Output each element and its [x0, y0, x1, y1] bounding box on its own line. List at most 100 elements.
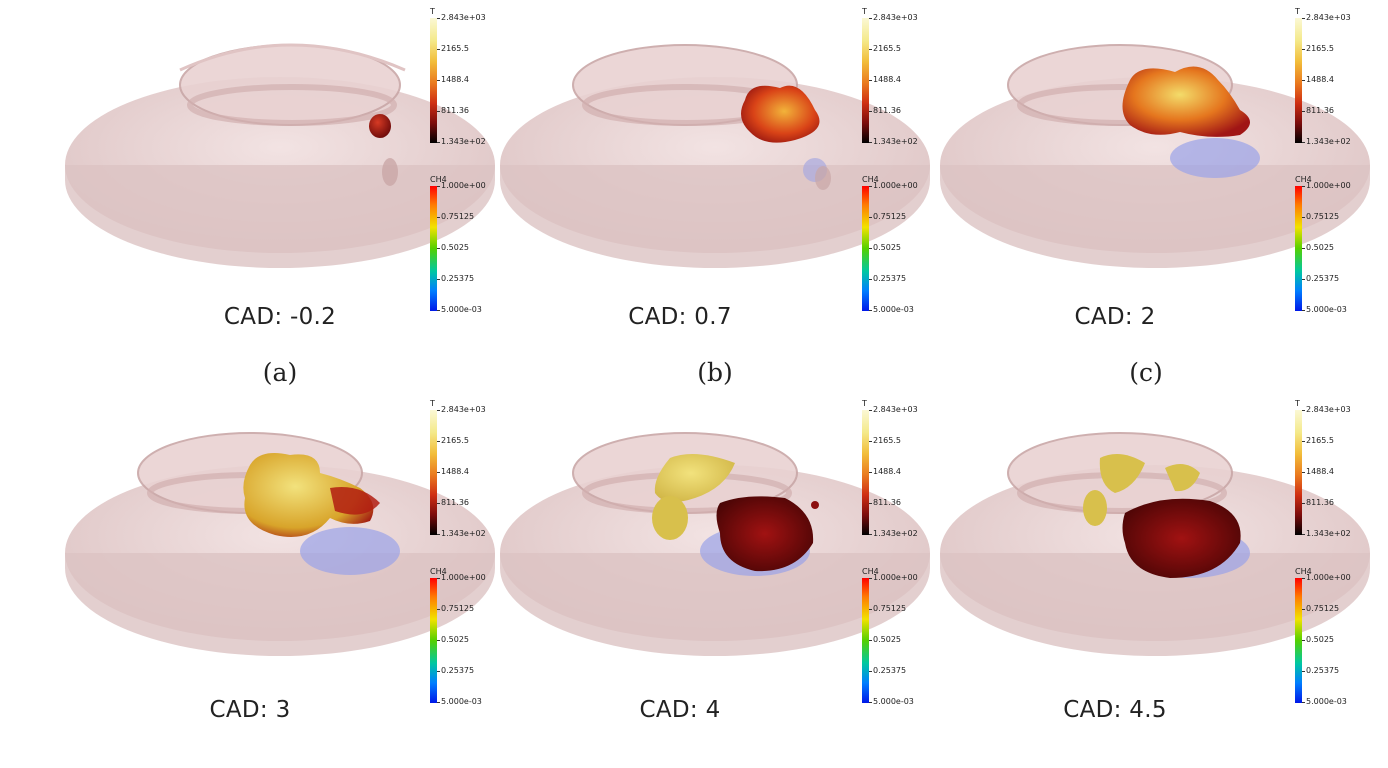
ch4-colorbar-tick: 0.5025	[437, 635, 469, 644]
subfigure-label: (c)	[1129, 358, 1163, 387]
subfigure-label: (b)	[697, 358, 733, 387]
ch4-colorbar-tick: 0.75125	[1301, 604, 1340, 613]
chamber-wall	[500, 165, 930, 268]
flame-front	[741, 85, 820, 143]
panel-b: CAD: 0.7 (b)	[495, 0, 945, 387]
flame-front	[243, 452, 374, 537]
flame-kernel	[369, 114, 391, 138]
t-colorbar	[430, 410, 437, 535]
chamber-wall	[940, 553, 1370, 656]
ch4-colorbar-title: CH4	[862, 175, 879, 184]
t-colorbar-tick: 811.36	[437, 106, 469, 115]
ch4-colorbar-tick: 0.25375	[868, 666, 907, 675]
t-colorbar-tick: 1.343e+02	[1302, 137, 1351, 146]
t-colorbar-title: T	[862, 7, 867, 16]
chamber-wall	[500, 553, 930, 656]
ch4-colorbar-tick: 0.25375	[1301, 274, 1340, 283]
ch4-colorbar-tick: 5.000e-03	[869, 697, 914, 706]
t-colorbar-title: T	[862, 399, 867, 408]
ch4-colorbar-tick: 5.000e-03	[437, 305, 482, 314]
t-colorbar-tick: 1488.4	[1302, 75, 1334, 84]
fuel-cloud	[300, 527, 400, 575]
t-colorbar-tick: 1488.4	[869, 467, 901, 476]
t-colorbar-tick: 1488.4	[437, 467, 469, 476]
ch4-colorbar	[862, 186, 869, 311]
ch4-colorbar-title: CH4	[430, 175, 447, 184]
t-colorbar-tick: 2165.5	[869, 436, 901, 445]
t-colorbar-title: T	[1295, 399, 1300, 408]
fuel-cloud	[1170, 138, 1260, 178]
t-colorbar-tick: 2165.5	[1302, 436, 1334, 445]
ch4-colorbar-title: CH4	[862, 567, 879, 576]
ch4-colorbar-tick: 0.25375	[436, 274, 475, 283]
ch4-colorbar-title: CH4	[1295, 175, 1312, 184]
cad-label: CAD: 0.7	[628, 304, 732, 330]
chamber-wall	[65, 165, 495, 268]
ch4-colorbar-tick: 0.75125	[868, 212, 907, 221]
t-colorbar-tick: 2.843e+03	[437, 405, 486, 414]
ch4-colorbar	[862, 578, 869, 703]
t-colorbar-tick: 1.343e+02	[869, 529, 918, 538]
flame-front-inner	[1122, 498, 1241, 578]
t-colorbar-tick: 2165.5	[869, 44, 901, 53]
ch4-colorbar-tick: 0.5025	[869, 635, 901, 644]
ch4-colorbar-tick: 0.75125	[868, 604, 907, 613]
cad-label: CAD: 3	[209, 697, 291, 723]
t-colorbar-tick: 1488.4	[437, 75, 469, 84]
t-colorbar-tick: 2.843e+03	[1302, 405, 1351, 414]
scene-a	[60, 0, 510, 340]
t-colorbar-tick: 2165.5	[1302, 44, 1334, 53]
t-colorbar	[430, 18, 437, 143]
t-colorbar-tick: 2165.5	[437, 44, 469, 53]
t-colorbar-tick: 1488.4	[1302, 467, 1334, 476]
ch4-colorbar-tick: 0.75125	[436, 212, 475, 221]
ch4-colorbar	[430, 578, 437, 703]
t-colorbar-tick: 1.343e+02	[437, 137, 486, 146]
ch4-colorbar-tick: 0.5025	[1302, 243, 1334, 252]
t-colorbar-tick: 2.843e+03	[1302, 13, 1351, 22]
t-colorbar-title: T	[430, 7, 435, 16]
scene-c	[930, 0, 1380, 340]
t-colorbar	[1295, 410, 1302, 535]
ch4-colorbar-tick: 1.000e+00	[1302, 573, 1351, 582]
flame-lobe	[652, 496, 688, 540]
ch4-colorbar-tick: 1.000e+00	[437, 181, 486, 190]
flame-front-inner	[716, 496, 814, 572]
flame-front	[1122, 66, 1250, 137]
t-colorbar-tick: 811.36	[869, 106, 901, 115]
ch4-colorbar	[1295, 186, 1302, 311]
ch4-colorbar-tick: 1.000e+00	[869, 181, 918, 190]
cad-label: CAD: 4.5	[1063, 697, 1167, 723]
ch4-colorbar-tick: 5.000e-03	[869, 305, 914, 314]
panel-d: CAD: 3	[60, 393, 510, 768]
panel-e: CAD: 4	[495, 393, 945, 768]
ch4-colorbar-tick: 0.5025	[437, 243, 469, 252]
ch4-colorbar-tick: 1.000e+00	[1302, 181, 1351, 190]
t-colorbar-tick: 2.843e+03	[869, 13, 918, 22]
ch4-colorbar	[1295, 578, 1302, 703]
scene-d	[60, 393, 510, 733]
t-colorbar-tick: 1.343e+02	[1302, 529, 1351, 538]
cad-label: CAD: 2	[1074, 304, 1156, 330]
ch4-colorbar-tick: 0.5025	[869, 243, 901, 252]
t-colorbar-tick: 811.36	[1302, 106, 1334, 115]
chamber-wall	[65, 553, 495, 656]
t-colorbar-tick: 2165.5	[437, 436, 469, 445]
t-colorbar-tick: 2.843e+03	[437, 13, 486, 22]
chamber-wall	[940, 165, 1370, 268]
t-colorbar-tick: 811.36	[869, 498, 901, 507]
panel-c: CAD: 2 (c)	[930, 0, 1380, 387]
ch4-colorbar-tick: 5.000e-03	[437, 697, 482, 706]
t-colorbar	[862, 18, 869, 143]
ch4-colorbar-title: CH4	[430, 567, 447, 576]
scene-b	[495, 0, 945, 340]
ch4-colorbar-tick: 0.25375	[868, 274, 907, 283]
subfigure-label: (a)	[262, 358, 298, 387]
ch4-colorbar	[430, 186, 437, 311]
cad-label: CAD: -0.2	[223, 304, 337, 330]
t-colorbar-tick: 2.843e+03	[869, 405, 918, 414]
t-colorbar-title: T	[430, 399, 435, 408]
ch4-colorbar-title: CH4	[1295, 567, 1312, 576]
ch4-colorbar-tick: 0.75125	[1301, 212, 1340, 221]
ch4-colorbar-tick: 1.000e+00	[869, 573, 918, 582]
